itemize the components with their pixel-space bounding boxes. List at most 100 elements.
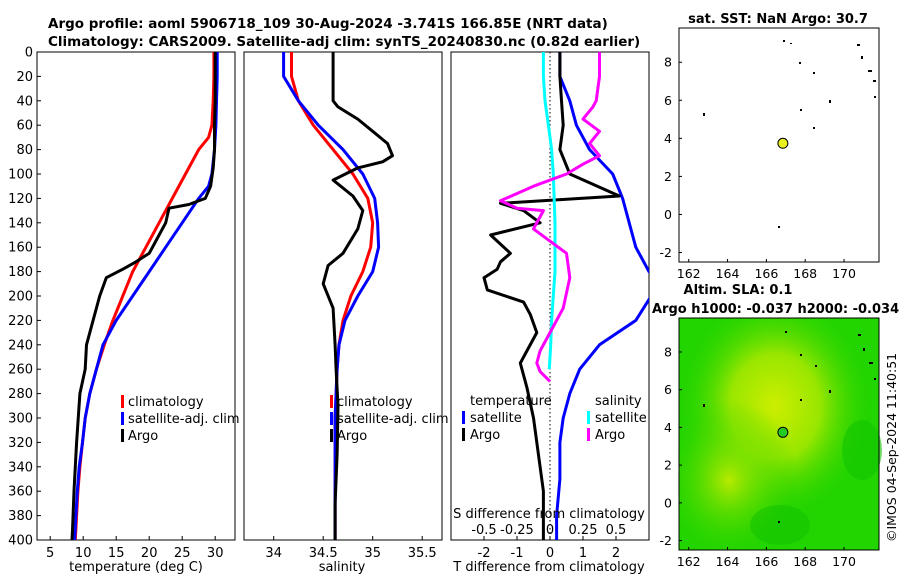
legend-swatch-t-argo (462, 428, 465, 441)
temperature-legend: climatology satellite-adj. clim Argo (121, 395, 240, 444)
legend-title-salinity: salinity (595, 394, 642, 409)
island-dot (790, 43, 792, 44)
series-line-argo (70, 52, 217, 540)
depth-axis-ticks: 0 20 40 60 80 100 120 140 160 180 200 220 240 260 280 3… (8, 46, 41, 549)
s-tick-label: 0.5 (606, 523, 627, 538)
y-tick-label: 80 (16, 143, 33, 158)
x-tick-label: 34.5 (309, 546, 338, 561)
x-tick-label: 2 (612, 546, 620, 561)
sla-cool-patch (750, 505, 810, 545)
y-tick-label: 120 (8, 192, 33, 207)
lat-tick-label: 6 (664, 382, 672, 397)
lon-tick-label: 168 (793, 554, 817, 569)
x-tick-label: 35 (364, 546, 381, 561)
y-tick-label: 380 (8, 509, 33, 524)
lat-tick-label: 4 (664, 420, 672, 435)
difference-panel: -2 -1 0 1 2 S difference from climatology -0… (450, 51, 650, 575)
imos-credit: ©IMOS 04-Sep-2024 11:40:51 (884, 353, 899, 542)
island-dot (703, 404, 705, 407)
lon-tick-label: 166 (754, 554, 778, 569)
y-tick-label: 60 (16, 119, 33, 134)
salinity-axis-ticks: 34 34.5 35 35.5 (265, 536, 437, 561)
legend-label-argo: Argo (337, 429, 367, 444)
y-tick-label: 360 (8, 485, 33, 500)
x-tick-label: 0 (546, 546, 554, 561)
lon-tick-label: 166 (754, 266, 778, 281)
lat-tick-label: 8 (664, 344, 672, 359)
legend-label-climatology: climatology (128, 395, 204, 410)
island-dot (800, 354, 802, 356)
s-tick-label: 0 (546, 523, 554, 538)
legend-swatch-t-satellite (462, 411, 465, 424)
y-tick-label: 260 (8, 363, 33, 378)
y-tick-label: 320 (8, 436, 33, 451)
x-tick-label: 15 (108, 546, 125, 561)
x-tick-label: 5 (46, 546, 54, 561)
salinity-panel: 34 34.5 35 35.5 salinity climatology satell… (243, 51, 449, 575)
t-difference-axis-ticks: -2 -1 0 1 2 (478, 536, 620, 561)
lon-tick-label: 164 (716, 266, 740, 281)
legend-swatch-argo (330, 429, 333, 442)
lon-tick-label: 162 (677, 554, 701, 569)
y-tick-label: 300 (8, 412, 33, 427)
difference-legend: temperature satellite Argo salinity sate… (462, 394, 647, 443)
island-dot (813, 127, 815, 129)
island-dot (857, 44, 860, 46)
temperature-xlabel: temperature (deg C) (69, 560, 203, 575)
s-tick-label: -0.25 (500, 523, 534, 538)
legend-swatch-s-argo (587, 428, 590, 441)
legend-label-s-argo: Argo (595, 428, 625, 443)
salinity-legend: climatology satellite-adj. clim Argo (330, 395, 449, 444)
island-dot (785, 331, 787, 333)
series-line-argo (321, 52, 394, 540)
legend-label-climatology: climatology (337, 395, 413, 410)
legend-label-satellite: satellite-adj. clim (128, 412, 240, 427)
sst-map-land-dots (703, 40, 876, 228)
island-dot (868, 70, 872, 72)
y-tick-label: 160 (8, 241, 33, 256)
island-dot (863, 348, 865, 351)
legend-swatch-argo (121, 429, 124, 442)
lat-tick-label: 0 (664, 207, 672, 222)
island-dot (800, 399, 802, 401)
y-tick-label: 100 (8, 168, 33, 183)
island-dot (815, 365, 817, 367)
s-tick-label: 0.25 (569, 523, 598, 538)
island-dot (799, 62, 801, 64)
lon-tick-label: 164 (716, 554, 740, 569)
lat-tick-label: 0 (664, 495, 672, 510)
y-tick-label: 180 (8, 265, 33, 280)
sla-map-title-line2: Argo h1000: -0.037 h2000: -0.034 (652, 302, 899, 317)
lat-tick-label: 2 (664, 458, 672, 473)
s-difference-xlabel: S difference from climatology (453, 507, 645, 522)
x-tick-label: -1 (511, 546, 524, 561)
figure-title-line2: Climatology: CARS2009. Satellite-adj cli… (48, 34, 640, 50)
island-dot (813, 72, 815, 74)
lat-tick-label: 6 (664, 93, 672, 108)
salinity-lines (282, 52, 394, 540)
legend-swatch-s-satellite (587, 411, 590, 424)
legend-swatch-climatology (330, 395, 333, 408)
s-tick-label: -0.5 (471, 523, 496, 538)
legend-swatch-satellite (121, 412, 124, 425)
sla-map-title-line1: Altim. SLA: 0.1 (684, 283, 793, 298)
y-tick-label: 220 (8, 314, 33, 329)
x-tick-label: 20 (141, 546, 158, 561)
legend-label-t-argo: Argo (470, 428, 500, 443)
series-line-t-argo (482, 52, 621, 540)
sst-map-title: sat. SST: NaN Argo: 30.7 (688, 12, 868, 27)
series-line-satellite-adj-clim (282, 52, 381, 540)
lon-tick-label: 170 (832, 266, 856, 281)
series-line-t-satellite (555, 52, 649, 540)
y-tick-label: 400 (8, 534, 33, 549)
lat-tick-label: 2 (664, 169, 672, 184)
sla-cool-patch (842, 420, 882, 480)
sla-map-axes-box (678, 317, 880, 551)
legend-label-t-satellite: satellite (470, 411, 522, 426)
y-tick-label: 340 (8, 460, 33, 475)
x-tick-label: 1 (579, 546, 587, 561)
sst-map-ticks: 162 164 166 168 170 -2 0 2 4 6 8 (660, 55, 856, 281)
salinity-xlabel: salinity (319, 560, 366, 575)
x-tick-label: 35.5 (408, 546, 437, 561)
